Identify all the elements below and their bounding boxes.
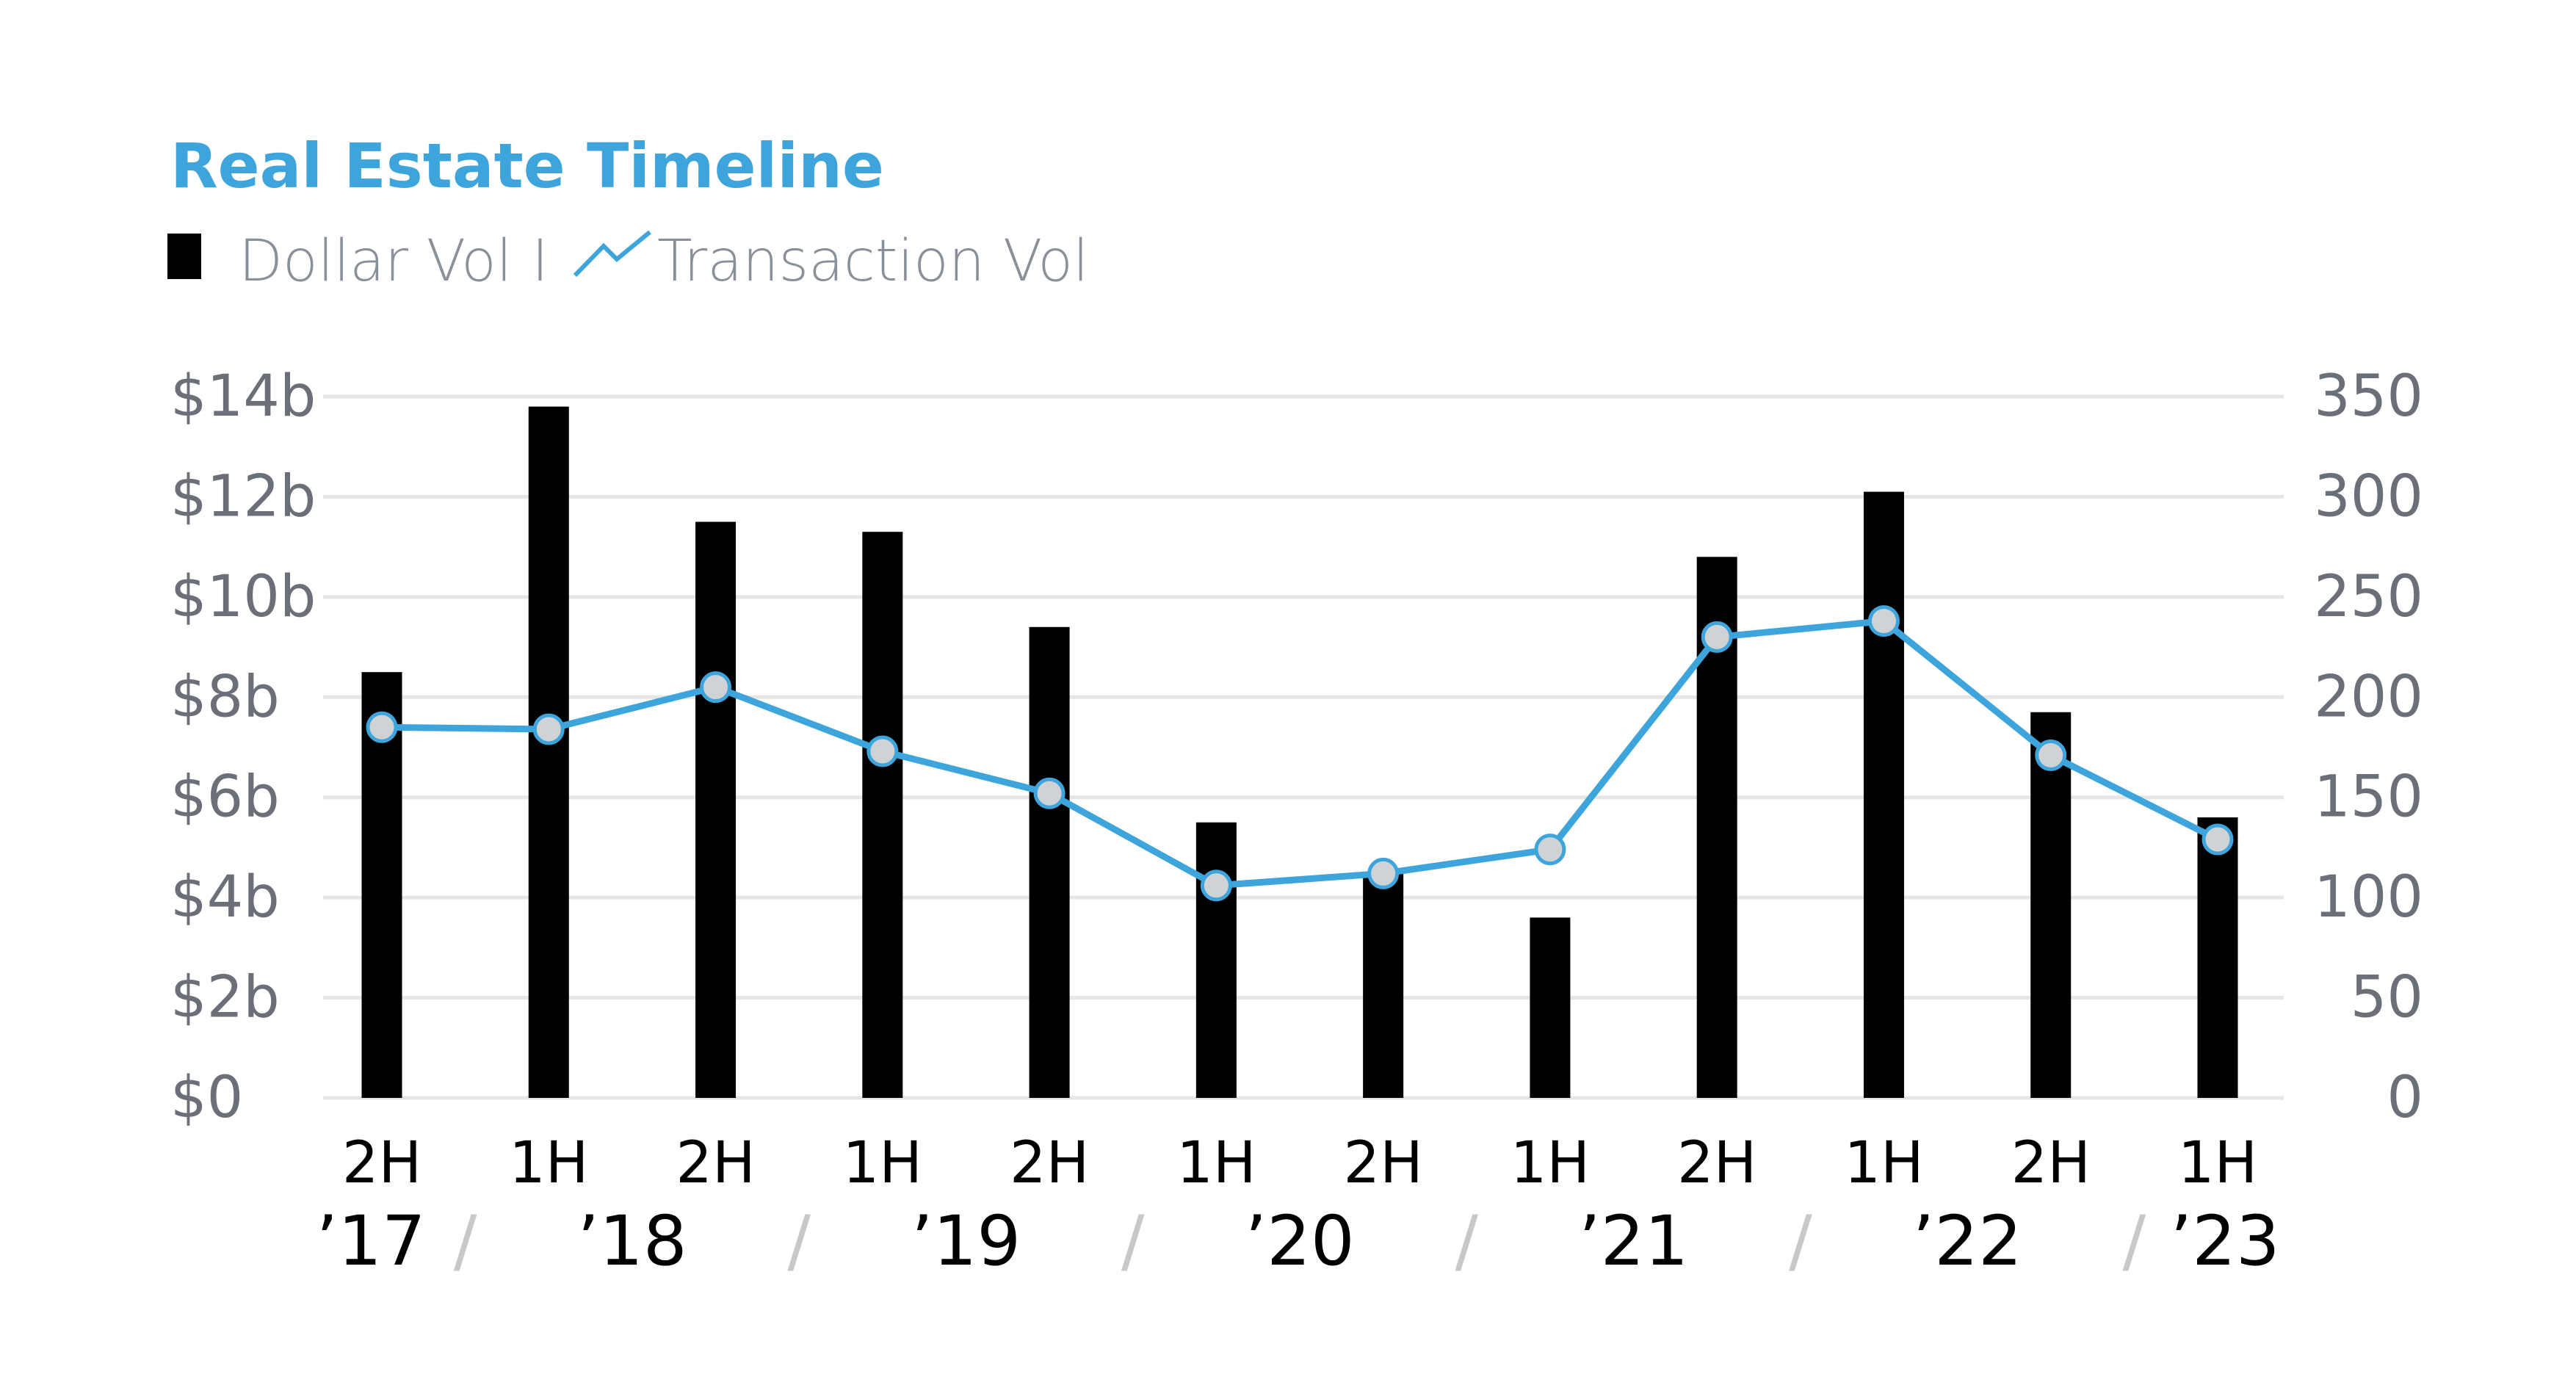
x-tick-label: 1H — [1844, 1130, 1923, 1196]
bar — [1195, 822, 1237, 1098]
x-axis-ticks: 2H 1H 2H 1H 2H 1H 2H 1H 2H 1H 2H 1H — [342, 1130, 2257, 1196]
year-separator: / — [787, 1201, 811, 1282]
year-separator: / — [1121, 1201, 1145, 1282]
line-point — [1200, 870, 1232, 902]
bar — [1363, 872, 1404, 1098]
right-axis-tick-label: 300 — [2314, 463, 2423, 529]
year-separator: / — [454, 1201, 477, 1282]
legend-separator: I — [532, 228, 549, 294]
year-label: ’18 — [577, 1201, 687, 1282]
x-tick-label: 2H — [1343, 1130, 1422, 1196]
left-axis-ticks: $0 $2b $4b $6b $8b $10b $12b $14b — [170, 364, 316, 1131]
left-axis-tick-label: $10b — [170, 564, 316, 630]
series-line — [378, 618, 2221, 889]
x-tick-label: 1H — [1510, 1130, 1590, 1196]
line-point — [700, 671, 732, 704]
x-tick-label: 2H — [342, 1130, 422, 1196]
x-tick-label: 2H — [1677, 1130, 1756, 1196]
year-label: ’23 — [2170, 1201, 2280, 1282]
x-tick-label: 2H — [2011, 1130, 2091, 1196]
right-axis-tick-label: 200 — [2314, 664, 2423, 730]
line-point — [1701, 621, 1733, 653]
legend-bar-label: Dollar Vol — [239, 228, 512, 294]
right-axis-tick-label: 50 — [2351, 965, 2423, 1031]
bar — [1863, 491, 1904, 1098]
bars — [361, 406, 2238, 1098]
left-axis-tick-label: $14b — [170, 364, 316, 430]
x-tick-label: 1H — [509, 1130, 588, 1196]
line-point — [1033, 777, 1066, 809]
legend-bar-swatch — [167, 234, 201, 279]
year-separator: / — [1455, 1201, 1478, 1282]
left-axis-tick-label: $0 — [170, 1065, 243, 1131]
bar — [695, 521, 737, 1098]
bar — [2030, 712, 2072, 1098]
right-axis-tick-label: 0 — [2387, 1065, 2423, 1131]
transaction-line — [366, 605, 2234, 902]
chart-title: Real Estate Timeline — [170, 130, 884, 202]
left-axis-tick-label: $8b — [170, 664, 280, 730]
x-tick-label: 1H — [1176, 1130, 1256, 1196]
bar — [528, 406, 569, 1098]
bar — [862, 532, 903, 1098]
x-tick-label: 1H — [843, 1130, 922, 1196]
year-separator: / — [1789, 1201, 1812, 1282]
year-label: ’20 — [1245, 1201, 1355, 1282]
bar — [1530, 917, 1571, 1098]
right-axis-tick-label: 100 — [2314, 864, 2423, 930]
legend-line-label: Transaction Vol — [657, 228, 1089, 294]
left-axis-tick-label: $4b — [170, 864, 280, 930]
left-axis-tick-label: $12b — [170, 463, 316, 529]
bar — [361, 672, 402, 1098]
year-label: ’21 — [1579, 1201, 1689, 1282]
line-point — [1867, 605, 1900, 637]
year-label: ’22 — [1912, 1201, 2022, 1282]
year-labels: ’17 / ’18 / ’19 / ’20 / ’21 / ’22 / ’23 — [316, 1201, 2280, 1282]
year-label: ’17 — [316, 1201, 426, 1282]
bar — [2197, 817, 2238, 1098]
line-point — [1367, 857, 1400, 889]
line-point — [532, 713, 565, 745]
bar — [1029, 626, 1070, 1098]
x-tick-label: 2H — [676, 1130, 755, 1196]
gridlines — [323, 394, 2284, 1100]
line-point — [2201, 823, 2234, 856]
line-point — [366, 711, 398, 743]
left-axis-tick-label: $2b — [170, 965, 280, 1031]
line-point — [1534, 834, 1566, 866]
year-separator: / — [2123, 1201, 2146, 1282]
left-axis-tick-label: $6b — [170, 765, 280, 831]
right-axis-ticks: 0 50 100 150 200 250 300 350 — [2314, 364, 2423, 1131]
right-axis-tick-label: 250 — [2314, 564, 2423, 630]
legend: Dollar Vol I Transaction Vol — [167, 228, 1089, 294]
legend-line-swatch — [573, 230, 651, 278]
x-tick-label: 2H — [1010, 1130, 1089, 1196]
line-point — [2035, 739, 2067, 771]
year-label: ’19 — [911, 1201, 1021, 1282]
right-axis-tick-label: 350 — [2314, 364, 2423, 430]
x-tick-label: 1H — [2178, 1130, 2257, 1196]
right-axis-tick-label: 150 — [2314, 765, 2423, 831]
line-point — [866, 735, 899, 767]
